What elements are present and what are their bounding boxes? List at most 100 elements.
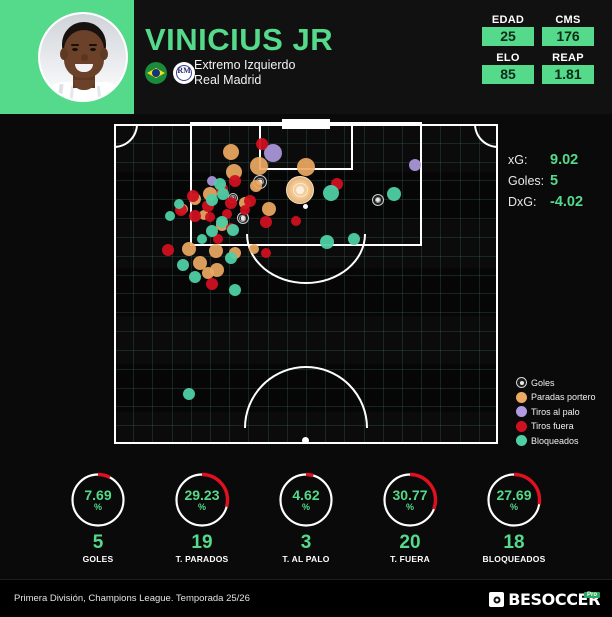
shot-marker[interactable] xyxy=(228,284,241,297)
shot-marker[interactable] xyxy=(372,194,385,207)
shot-marker[interactable] xyxy=(205,211,215,222)
shot-marker[interactable] xyxy=(199,209,210,220)
shot-map-legend: Goles Paradas portero Tiros al palo Tiros f… xyxy=(516,377,612,450)
player-badges: RM xyxy=(145,62,195,84)
grid-line-horizontal xyxy=(114,312,498,313)
player-photo xyxy=(38,12,128,102)
shot-marker[interactable] xyxy=(181,241,196,256)
xg-row: xG: 9.02 xyxy=(508,152,608,168)
shot-marker[interactable] xyxy=(387,186,402,201)
shot-marker[interactable] xyxy=(264,144,283,163)
shot-marker[interactable] xyxy=(320,234,335,249)
shot-marker[interactable] xyxy=(208,243,223,258)
dot-icon xyxy=(516,420,527,432)
donut-count: 5 xyxy=(92,532,104,553)
grid-line-vertical xyxy=(229,124,230,444)
shot-marker[interactable] xyxy=(348,233,360,246)
legend-item[interactable]: Paradas portero xyxy=(516,391,612,403)
shot-marker[interactable] xyxy=(182,388,195,401)
percent-symbol: % xyxy=(405,501,414,512)
legend-item[interactable]: Tiros al palo xyxy=(516,406,612,417)
shot-marker[interactable] xyxy=(212,233,223,244)
shot-marker[interactable] xyxy=(174,199,185,209)
stat-donut-t-fuera[interactable]: 30.77% 20 T. FUERA xyxy=(372,470,448,564)
legend-item[interactable]: Tiros fuera xyxy=(516,420,612,432)
legend-item[interactable]: Goles xyxy=(516,377,612,388)
chip-elo-label: ELO xyxy=(496,52,520,64)
donut-center: 27.69% xyxy=(484,470,544,530)
percent-symbol: % xyxy=(509,501,518,512)
shot-marker[interactable] xyxy=(206,175,217,186)
grid-line-horizontal xyxy=(114,293,498,294)
footer: Primera División, Champions League. Temp… xyxy=(0,579,612,617)
shot-marker[interactable] xyxy=(236,212,249,225)
stat-donut-goles[interactable]: 7.69% 5 GOLES xyxy=(60,470,136,564)
donut-label: BLOQUEADOS xyxy=(482,554,546,564)
shot-marker[interactable] xyxy=(225,196,238,209)
shot-marker[interactable] xyxy=(228,174,241,187)
shot-marker[interactable] xyxy=(213,178,226,191)
chip-cms-value: 176 xyxy=(542,27,594,46)
dot-icon xyxy=(516,435,527,446)
donut-label: GOLES xyxy=(82,554,114,564)
shot-marker[interactable] xyxy=(197,234,208,245)
shot-marker[interactable] xyxy=(205,225,218,238)
legend-label: Bloqueados xyxy=(531,435,579,446)
donut-center: 29.23% xyxy=(172,470,232,530)
brand-wordmark: BESOCCER xyxy=(508,590,600,609)
shot-marker[interactable] xyxy=(188,210,201,223)
shot-marker[interactable] xyxy=(188,270,201,283)
shot-marker[interactable] xyxy=(217,188,230,201)
shot-marker[interactable] xyxy=(250,180,263,193)
stat-donut-t-al-palo[interactable]: 4.62% 3 T. AL PALO xyxy=(268,470,344,564)
shot-marker[interactable] xyxy=(193,255,208,270)
shot-marker[interactable] xyxy=(225,252,238,265)
shot-marker[interactable] xyxy=(177,259,190,272)
shot-marker[interactable] xyxy=(249,243,260,254)
shot-marker[interactable] xyxy=(227,223,240,236)
shot-marker[interactable] xyxy=(202,267,215,280)
donut-ring: 7.69% xyxy=(68,470,128,530)
shot-marker[interactable] xyxy=(239,205,250,216)
shot-marker[interactable] xyxy=(164,211,175,222)
legend-item[interactable]: Bloqueados xyxy=(516,435,612,446)
shot-marker[interactable] xyxy=(205,194,218,207)
shot-marker[interactable] xyxy=(222,208,233,219)
grid-line-vertical xyxy=(133,124,134,444)
chip-reap: REAP 1.81 xyxy=(542,52,594,84)
legend-label: Tiros al palo xyxy=(531,406,580,417)
soccer-ball-icon xyxy=(516,377,527,388)
goles-label: Goles: xyxy=(508,174,545,188)
shot-marker[interactable] xyxy=(291,215,302,226)
shot-marker[interactable] xyxy=(161,244,174,257)
shot-marker[interactable] xyxy=(409,158,422,171)
chip-cms-label: CMS xyxy=(555,14,581,26)
chip-cms: CMS 176 xyxy=(542,14,594,46)
shot-marker[interactable] xyxy=(322,185,339,202)
shot-marker[interactable] xyxy=(223,143,240,160)
grid-line-vertical xyxy=(460,124,461,444)
grid-line-vertical xyxy=(421,124,422,444)
shot-marker[interactable] xyxy=(205,278,218,290)
grid-line-vertical xyxy=(152,124,153,444)
shot-marker[interactable] xyxy=(186,190,199,202)
shot-marker[interactable] xyxy=(250,157,269,176)
player-position-team: Extremo Izquierdo Real Madrid xyxy=(194,58,295,88)
shot-marker[interactable] xyxy=(286,175,315,204)
stat-donut-bloqueados[interactable]: 27.69% 18 BLOQUEADOS xyxy=(476,470,552,564)
dxg-value: -4.02 xyxy=(550,194,584,210)
shot-marker[interactable] xyxy=(261,201,276,216)
shot-marker[interactable] xyxy=(215,215,228,228)
shot-marker[interactable] xyxy=(244,195,257,208)
xg-summary-panel: xG: 9.02 Goles: 5 DxG: -4.02 xyxy=(508,152,608,215)
donut-percentage: 4.62 xyxy=(292,486,320,503)
brand-pro-badge: Pro xyxy=(583,592,600,598)
percent-symbol: % xyxy=(301,501,310,512)
shot-marker[interactable] xyxy=(259,215,272,228)
page-title: VINICIUS JR xyxy=(145,22,334,57)
shot-marker[interactable] xyxy=(255,137,268,150)
shot-marker[interactable] xyxy=(260,247,271,258)
stat-donut-t-parados[interactable]: 29.23% 19 T. PARADOS xyxy=(164,470,240,564)
shot-marker[interactable] xyxy=(297,157,315,176)
